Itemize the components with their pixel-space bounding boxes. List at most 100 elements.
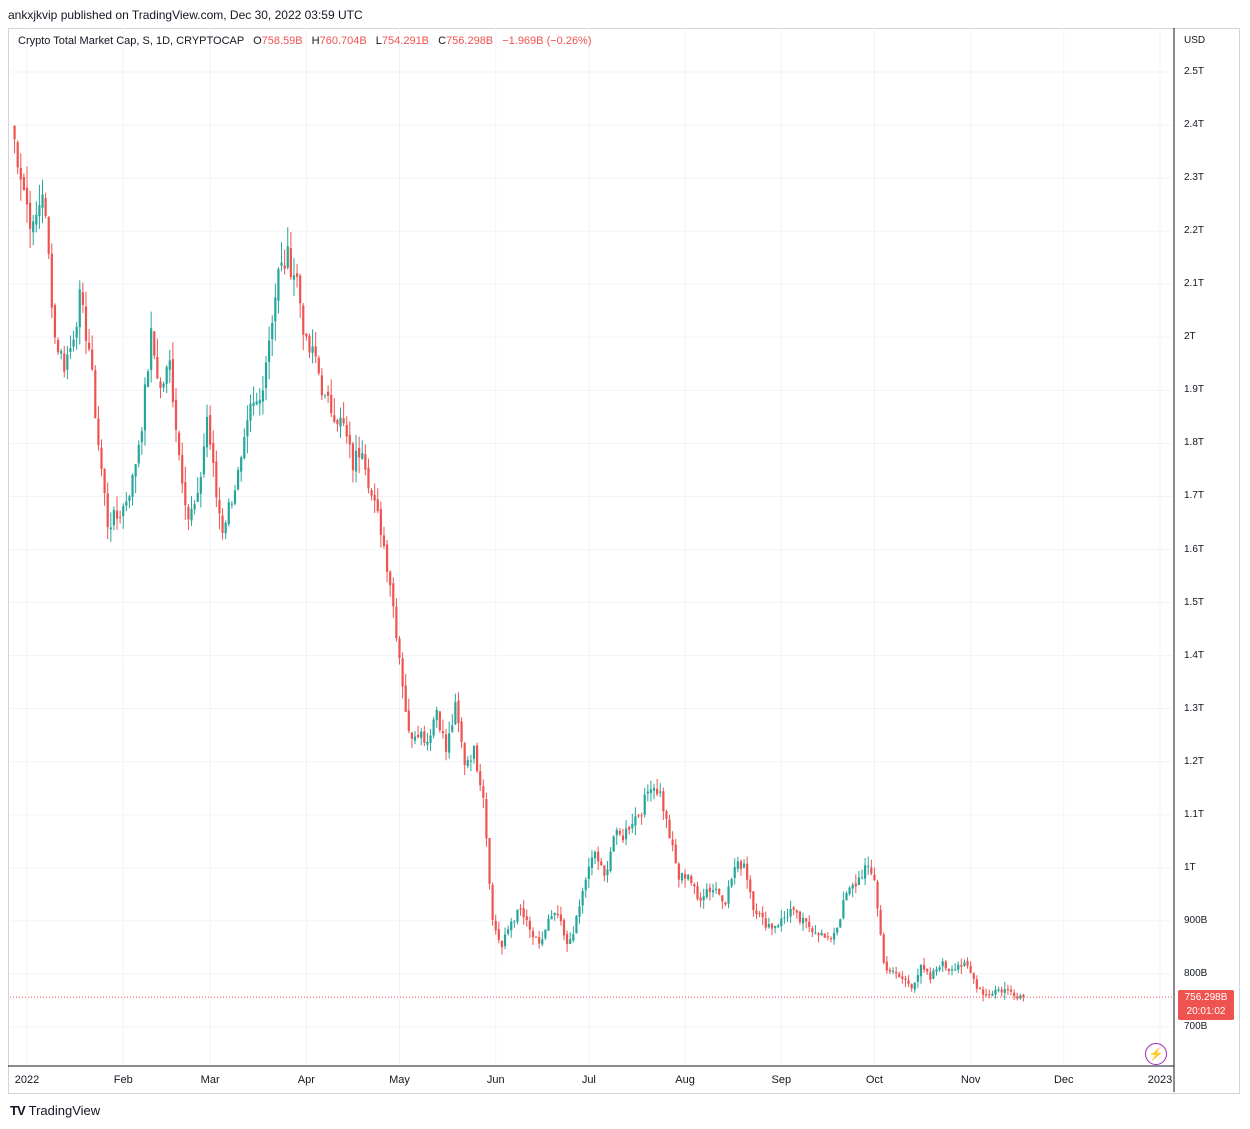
candle-body (836, 928, 839, 933)
candle-body (531, 931, 535, 938)
close-label: C (438, 35, 447, 47)
candle-body (373, 494, 376, 501)
candle-body (581, 890, 584, 906)
candle-body (100, 447, 103, 469)
candle-body (339, 417, 342, 427)
candle-body (789, 908, 792, 917)
open-label: O (253, 35, 262, 47)
time-tick-label: Mar (200, 1074, 220, 1086)
candle-body (640, 815, 643, 817)
candle-body (910, 984, 913, 989)
candle-body (358, 448, 361, 458)
candle-body (233, 490, 237, 504)
candle-body (578, 906, 581, 917)
candle-body (553, 912, 556, 915)
candle-body (721, 895, 724, 902)
candle-body (963, 962, 966, 966)
candle-body (795, 910, 798, 913)
candle-body (733, 867, 736, 879)
candle-body (730, 878, 733, 887)
price-tick-label: 800B (1184, 967, 1208, 979)
candle-body (308, 335, 311, 353)
candle-body (621, 835, 625, 841)
candle-body (277, 269, 280, 301)
candle-body (115, 510, 119, 519)
candle-body (494, 920, 497, 931)
change-value: −1.969B (−0.26%) (502, 35, 592, 47)
candle-body (150, 328, 153, 370)
candle-body (122, 506, 125, 517)
candle-body (156, 356, 159, 379)
price-tick-label: 2.1T (1184, 278, 1205, 290)
candle-body (696, 886, 699, 899)
candle-body (410, 732, 414, 739)
candle-body (264, 362, 268, 389)
symbol-text: Crypto Total Market Cap, S, 1D, CRYPTOCA… (18, 35, 244, 47)
close-value: 756.298B (446, 35, 494, 47)
candle-body (777, 925, 780, 928)
currency-label: USD (1184, 35, 1206, 46)
candle-body (345, 425, 348, 437)
candle-body (932, 970, 935, 979)
candle-body (466, 760, 469, 767)
price-tick-label: 1.4T (1184, 649, 1205, 661)
candle-body (922, 965, 926, 970)
candle-body (475, 745, 479, 772)
candle-body (497, 929, 500, 940)
candle-body (109, 527, 112, 530)
candle-body (534, 936, 538, 938)
candle-body (947, 969, 951, 972)
candle-body (13, 125, 16, 140)
candle-body (593, 851, 597, 859)
candle-body (985, 994, 988, 996)
time-tick-label: 2022 (14, 1074, 40, 1086)
candle-body (193, 504, 196, 510)
candle-body (683, 873, 687, 879)
candle-body (879, 909, 882, 935)
candle-body (305, 333, 308, 337)
candle-body (848, 887, 851, 894)
low-value: 754.291B (381, 35, 430, 47)
lightning-icon[interactable]: ⚡ (1145, 1043, 1167, 1065)
candle-body (718, 888, 721, 895)
candle-body (22, 176, 25, 191)
candle-body (572, 934, 575, 941)
candle-body (935, 969, 938, 972)
candle-body (814, 932, 817, 934)
published-caption: ankxjkvip published on TradingView.com, … (8, 8, 363, 22)
candle-body (575, 915, 578, 934)
candle-body (289, 248, 292, 278)
candle-body (907, 980, 910, 984)
candle-body (857, 877, 861, 885)
candle-body (485, 799, 488, 839)
candle-body (258, 399, 261, 404)
candle-body (398, 638, 401, 658)
candle-body (134, 464, 137, 477)
candle-body (587, 866, 590, 879)
candle-body (556, 913, 559, 916)
price-tick-label: 1T (1184, 861, 1196, 873)
candle-body (597, 851, 600, 862)
candle-body (295, 273, 299, 277)
candle-body (140, 431, 143, 443)
candle-body (457, 700, 460, 724)
candle-body (649, 789, 653, 794)
candle-body (389, 571, 392, 586)
candle-body (463, 743, 466, 765)
candle-body (125, 501, 128, 506)
footer-brand[interactable]: TV TradingView (10, 1103, 100, 1118)
candle-body (929, 972, 932, 980)
candle-body (1006, 989, 1009, 991)
candle-body (957, 964, 960, 970)
candle-body (482, 786, 485, 798)
candle-body (618, 831, 621, 835)
candle-body (215, 461, 218, 498)
candle-body (187, 506, 190, 520)
candle-body (261, 390, 265, 402)
candle-body (401, 658, 404, 687)
candle-body (423, 731, 426, 743)
candle-body (727, 886, 730, 904)
candle-body (749, 879, 752, 893)
candle-body (395, 606, 398, 639)
